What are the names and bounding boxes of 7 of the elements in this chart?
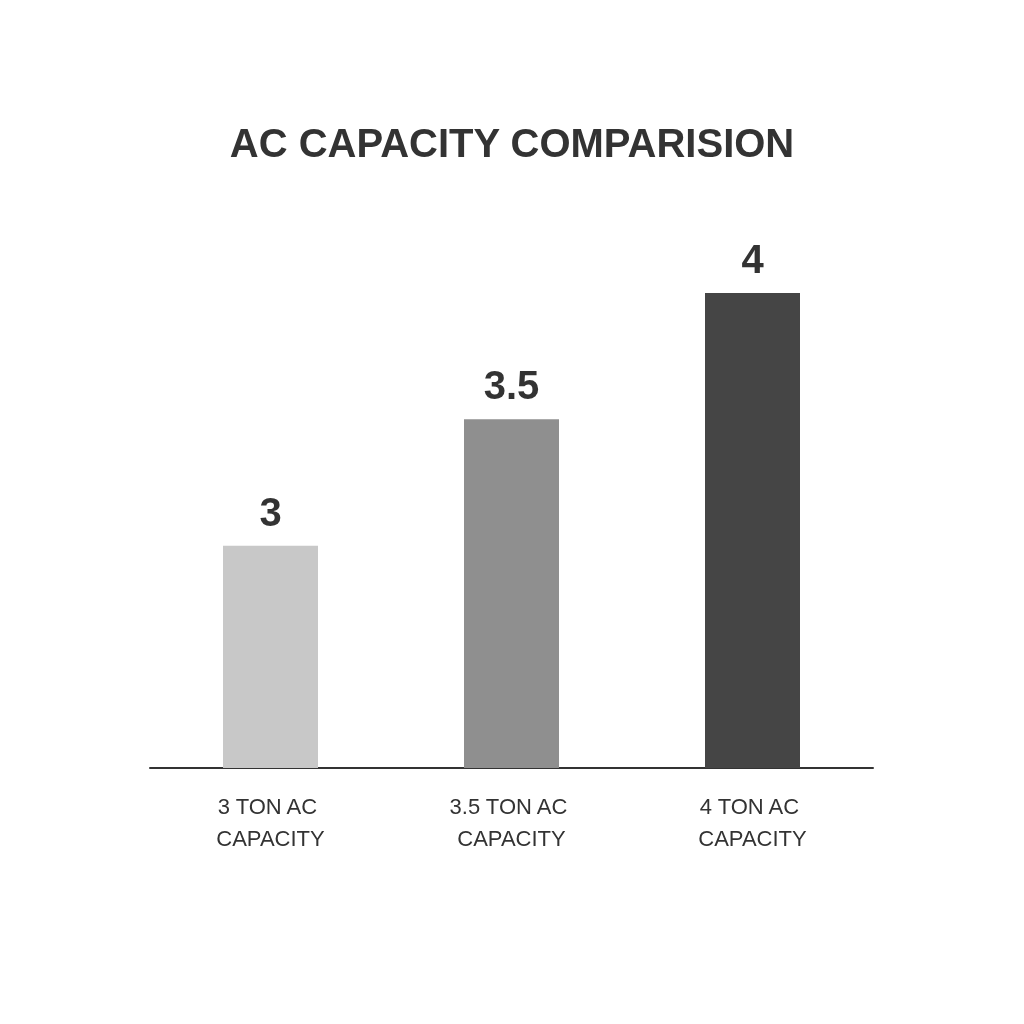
x-tick-label: 3 TON AC CAPACITY [216, 793, 326, 851]
x-tick-label: 3.5 TON AC CAPACITY [449, 793, 574, 851]
data-label: 3.5 [483, 363, 540, 408]
data-label: 3 [259, 489, 282, 534]
data-label: 4 [741, 237, 765, 281]
x-tick-label: 4 TON AC CAPACITY [698, 793, 808, 851]
chart-title: AC CAPACITY COMPARISION [229, 121, 795, 165]
